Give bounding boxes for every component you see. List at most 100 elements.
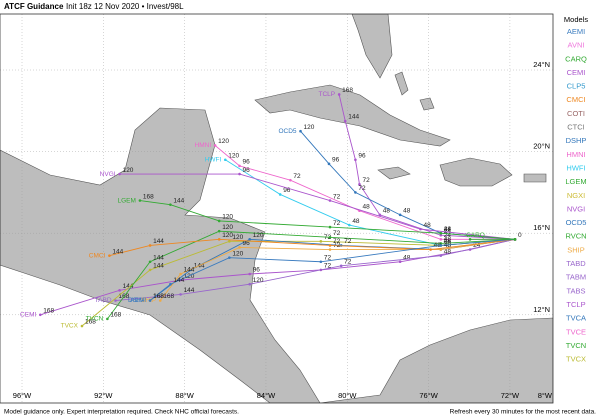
track-point xyxy=(248,282,251,286)
track-point xyxy=(299,129,302,133)
legend-item: AEMI xyxy=(567,27,585,36)
track-point xyxy=(337,93,341,96)
hour-label: 144 xyxy=(153,238,164,245)
track-point xyxy=(343,119,347,123)
hour-label: 120 xyxy=(304,124,315,131)
track-point xyxy=(213,144,217,147)
track-point xyxy=(179,272,182,276)
hour-label: 72 xyxy=(324,254,332,261)
track-point xyxy=(228,240,231,243)
hour-label: 72 xyxy=(333,230,341,237)
track-point xyxy=(278,193,282,196)
legend-item: TABM xyxy=(566,273,586,282)
legend-item: SHIP xyxy=(567,245,585,254)
legend-item: TVCN xyxy=(566,341,586,350)
track xyxy=(214,145,516,240)
bahamas xyxy=(394,71,409,96)
hour-label: 120 xyxy=(228,152,239,159)
track-point xyxy=(439,248,443,251)
hour-label: 96 xyxy=(243,159,251,166)
hour-label: 48 xyxy=(403,254,411,261)
legend-item: TVCE xyxy=(566,327,586,336)
footer-left: Model guidance only. Expert interpretati… xyxy=(4,409,239,416)
hour-label: 96 xyxy=(243,240,251,247)
track-point xyxy=(439,244,443,247)
hour-label: 144 xyxy=(173,277,184,284)
legend-item: NGXI xyxy=(567,191,585,200)
lon-label: 84°W xyxy=(257,391,276,400)
track-name: TVCX xyxy=(61,323,79,330)
hour-label: 48 xyxy=(352,218,360,225)
hour-label: 168 xyxy=(43,308,54,315)
track-point xyxy=(328,225,332,229)
track-point xyxy=(354,191,357,194)
hour-label: 48 xyxy=(362,203,370,210)
track xyxy=(115,238,516,301)
track-point xyxy=(319,260,323,264)
hour-label: 24 xyxy=(444,226,452,233)
track-point xyxy=(217,229,221,233)
lon-label: 72°W xyxy=(501,391,520,400)
lon-label: 80°W xyxy=(338,391,357,400)
track xyxy=(159,238,516,301)
track-name: TVCN xyxy=(86,316,104,323)
hour-label: 24 xyxy=(473,242,481,249)
hour-label: 48 xyxy=(423,222,431,229)
track-point xyxy=(118,172,121,176)
legend-item: CMCI xyxy=(566,95,585,104)
hour-label: 144 xyxy=(348,114,359,121)
hour-label: 48 xyxy=(444,226,452,233)
hour-label: 48 xyxy=(444,238,452,245)
map-frame xyxy=(0,13,554,404)
hour-label: 144 xyxy=(112,248,123,255)
track xyxy=(109,238,516,257)
hour-label: 48 xyxy=(444,242,452,249)
hour-label: 168 xyxy=(342,87,353,94)
hour-label: 144 xyxy=(153,254,164,261)
hour-label: 96 xyxy=(253,267,261,274)
hour-label: 144 xyxy=(173,197,184,204)
track-point xyxy=(238,246,241,249)
track-point xyxy=(439,233,443,237)
legend-item: RVCN xyxy=(565,232,586,241)
axis-labels: 96°W 92°W 88°W 84°W 80°W 76°W 72°W 8°W 24°N 20°N 1… xyxy=(13,60,553,400)
hour-label: 72 xyxy=(333,193,341,200)
track-point xyxy=(319,240,323,243)
legend-title: Models xyxy=(564,15,588,24)
map: 24487296120144168CEMI24487296144168TCLP2… xyxy=(0,14,553,403)
legend-item: CARQ xyxy=(565,54,587,63)
legend-item: TVCA xyxy=(566,314,586,323)
track-point xyxy=(398,260,402,264)
track-point xyxy=(228,256,231,259)
track-point xyxy=(358,182,361,186)
track-point xyxy=(513,238,517,241)
lat-label: 24°N xyxy=(533,60,550,69)
track-point xyxy=(138,199,142,202)
cuba xyxy=(254,84,451,147)
hour-label: 24 xyxy=(444,232,452,239)
track-point xyxy=(80,324,84,328)
legend-item: HMNI xyxy=(566,150,585,159)
hour-label: 72 xyxy=(362,177,370,184)
hour-label: 72 xyxy=(333,220,341,227)
hour-label: 144 xyxy=(184,287,195,294)
lon-label: 88°W xyxy=(175,391,194,400)
track-point xyxy=(419,227,422,231)
hour-label: 96 xyxy=(283,187,291,194)
track-point xyxy=(439,231,443,235)
tracks: 24487296120144168CEMI24487296144168TCLP2… xyxy=(20,87,522,330)
track-name: AEMI xyxy=(130,297,146,304)
legend-item: CEMI xyxy=(567,68,586,77)
florida xyxy=(351,14,393,79)
hour-label: 168 xyxy=(85,319,96,326)
hour-label: 96 xyxy=(243,167,251,174)
track-point xyxy=(378,213,382,217)
track-point xyxy=(328,244,332,247)
legend-item: OCD5 xyxy=(566,218,587,227)
track-name: LGEM xyxy=(117,197,135,204)
track-point xyxy=(238,172,241,176)
track-point xyxy=(468,238,472,241)
legend-item: CLP5 xyxy=(567,82,586,91)
track-point xyxy=(118,289,121,292)
hour-label: 168 xyxy=(143,193,154,200)
